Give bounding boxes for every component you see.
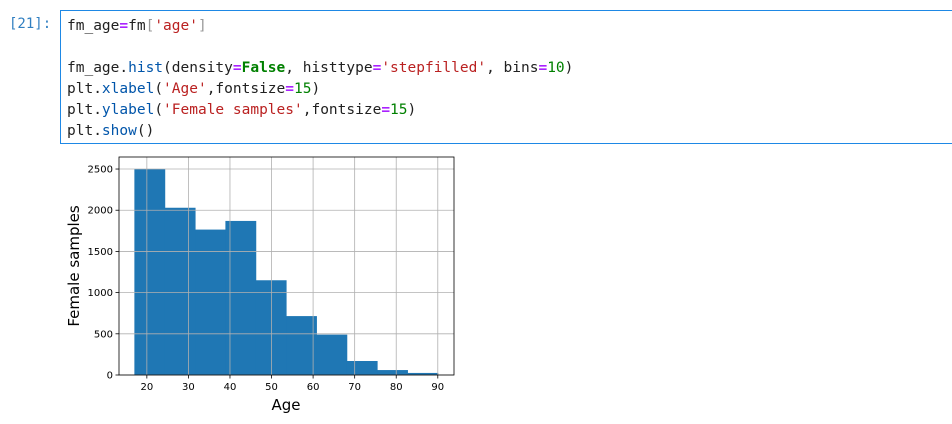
y-tick-label: 0 (107, 371, 113, 382)
y-tick-label: 500 (94, 329, 113, 340)
x-tick-label: 50 (265, 382, 278, 393)
x-tick-label: 90 (431, 382, 444, 393)
histogram-bar (225, 220, 257, 375)
x-tick-label: 40 (224, 382, 237, 393)
histogram-bar (316, 334, 348, 375)
cell-prompt: [21]: (9, 16, 52, 32)
code-line-5: plt.ylabel('Female samples',fontsize=15) (67, 102, 417, 118)
x-tick-label: 20 (140, 382, 153, 393)
histogram-bar (195, 229, 226, 375)
x-tick-label: 30 (182, 382, 195, 393)
x-tick-label: 70 (348, 382, 361, 393)
y-tick-label: 1500 (88, 247, 113, 258)
histogram-bar (164, 207, 196, 375)
axes-frame (118, 156, 455, 376)
histogram-bar (346, 360, 378, 375)
x-axis-label: Age (271, 396, 300, 414)
y-tick-label: 1000 (88, 288, 113, 299)
code-line-1: fm_age=fm['age'] (67, 18, 207, 34)
histogram-chart: 20 30 40 50 60 70 80 90 0 500 1000 1500 2000 2500 Age… (65, 156, 455, 414)
x-tick-label: 80 (390, 382, 403, 393)
code-line-6: plt.show() (67, 123, 155, 139)
y-axis-label: Female samples (65, 205, 83, 327)
code-line-4: plt.xlabel('Age',fontsize=15) (67, 81, 321, 97)
histogram-bar (407, 372, 439, 375)
y-tick-label: 2000 (88, 206, 113, 217)
ticks: 20 30 40 50 60 70 80 90 0 500 1000 1500 2000 2500 (88, 165, 445, 393)
histogram-bar (134, 169, 166, 375)
histogram-bar (286, 316, 317, 375)
code-editor[interactable]: fm_age=fm['age'] fm_age.hist(density=Fal… (67, 16, 573, 142)
bars (119, 157, 454, 376)
code-line-3: fm_age.hist(density=False, histtype='ste… (67, 60, 574, 76)
histogram-bar (377, 370, 408, 375)
x-tick-label: 60 (307, 382, 320, 393)
code-cell[interactable]: fm_age=fm['age'] fm_age.hist(density=Fal… (60, 10, 952, 144)
y-tick-label: 2500 (88, 165, 113, 176)
